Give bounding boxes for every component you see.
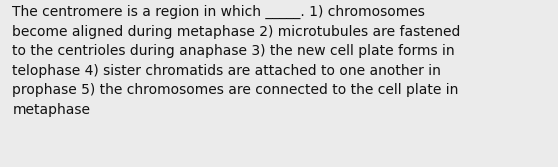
Text: The centromere is a region in which _____. 1) chromosomes
become aligned during : The centromere is a region in which ____… bbox=[12, 5, 461, 117]
